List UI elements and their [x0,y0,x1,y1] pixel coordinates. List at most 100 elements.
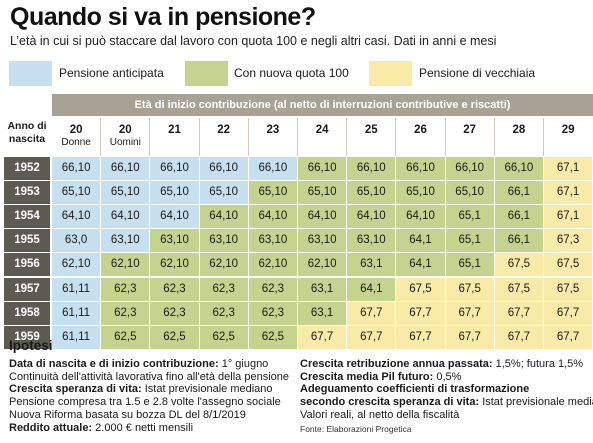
column-header-age: 21 [168,124,181,136]
table-cell: 62,3 [150,301,199,325]
table-cell: 67,5 [445,277,494,301]
table-cell: 62,10 [101,253,150,277]
ipotesi-line-bold: Crescita speranza di vita: [9,383,142,396]
table-cell: 67,7 [396,325,445,349]
table-cell: 66,10 [101,157,150,180]
table-cell: 67,3 [544,229,593,253]
legend-swatch-anticipata [9,61,52,86]
table-cell: 63,10 [347,229,396,253]
table-cell: 64,10 [347,205,396,229]
table-cell: 64,10 [101,205,150,229]
table-cell: 62,5 [101,325,150,349]
row-year-label: 1953 [4,181,50,205]
column-divider [444,118,446,156]
table-cell: 62,10 [150,253,199,277]
column-header: 25 [347,118,396,156]
table-cell: 62,5 [248,325,297,349]
column-header-sub: Donne [61,137,91,148]
table-cell: 67,7 [347,325,396,349]
table-cell: 63,1 [347,253,396,277]
table-cell: 66,10 [52,157,101,180]
table-cell: 67,1 [544,205,593,229]
table-cell: 64,1 [396,253,445,277]
column-header-age: 27 [463,124,477,136]
column-header: 26 [396,118,445,156]
ipotesi-line-bold: Adeguamento coefficienti di trasformazio… [300,383,530,396]
table-cell: 63,1 [298,301,347,325]
ipotesi-line-bold: Data di nascita e di inizio contribuzion… [9,358,219,370]
table-cell: 67,5 [544,277,593,301]
table-cell: 62,3 [101,277,150,301]
table-cell: 63,10 [199,229,248,253]
table-cell: 65,10 [445,181,494,205]
table-cell: 64,10 [396,205,445,229]
ipotesi-line-text: 1° giugno [218,358,269,370]
table-cell: 66,10 [445,157,494,180]
table-cell: 61,11 [52,301,101,325]
table-cell: 61,11 [52,325,101,349]
table-cell: 62,5 [199,325,248,349]
ipotesi-line: Reddito attuale: 2.000 € netti mensili [9,422,193,435]
table-cell: 67,5 [494,277,543,301]
legend-swatch-vecchiaia [369,61,412,86]
legend: Pensione anticipata Con nuova quota 100 … [9,61,593,86]
column-header-age: 20 [118,124,132,136]
column-divider [198,118,200,156]
table-cell: 67,7 [347,301,396,325]
column-header-age: 26 [414,124,427,136]
row-year-label: 1954 [4,205,50,229]
table-cell: 62,10 [199,253,248,277]
ipotesi-line-text: Istat previsionale mediano [482,396,593,409]
table-cell: 67,7 [544,325,593,349]
table-cell: 64,10 [52,205,101,229]
table-cell: 67,7 [544,301,593,325]
ipotesi-line: secondo crescita speranza di vita: Istat… [300,396,593,409]
column-header: 20 Uomini [101,118,150,156]
column-header-age: 28 [512,124,526,136]
ipotesi-line: Pensione compresa tra 1.5 e 2.8 volte l'… [9,396,281,409]
column-divider [346,118,348,156]
table-cell: 65,10 [150,181,199,205]
table-cell: 64,10 [199,205,248,229]
column-header-age: 22 [217,124,231,136]
ipotesi-line-bold: Crescita retribuzione annua passata: [300,358,493,370]
page-title: Quando si va in pensione? [10,3,316,31]
ipotesi-line-text: Continuità dell'attività lavorativa fino… [9,370,289,383]
column-header-age: 24 [315,124,329,136]
table-cell: 63,1 [298,277,347,301]
row-year-label: 1955 [4,229,50,253]
table-cell: 65,10 [347,181,396,205]
page-subtitle: L’età in cui si può staccare dal lavoro … [10,34,497,48]
table-cell: 66,10 [298,157,347,180]
column-divider [493,118,495,156]
column-divider [395,118,397,156]
legend-label-vecchiaia: Pensione di vecchiaia [419,66,536,80]
table-cell: 64,10 [248,205,297,229]
ipotesi-line-text: 1,5%; futura 1,5% [492,358,584,370]
table-cell: 62,3 [101,301,150,325]
ipotesi-line-text: Istat previsionale mediano [141,383,273,396]
row-year-label: 1959 [4,325,50,349]
table-cell: 63,10 [150,229,199,253]
column-header-age: 25 [364,124,378,136]
ipotesi-line: Valori reali, al netto della fiscalità [300,409,459,422]
table-cell: 67,1 [544,181,593,205]
ipotesi-line: Crescita media Pil futuro: 0,5% [300,371,461,384]
table-cell: 67,5 [494,253,543,277]
column-header-age: 20 [69,124,83,136]
table-cell: 62,3 [150,277,199,301]
row-header-label: Anno di nascita [7,120,47,145]
table-cell: 65,10 [199,181,248,205]
ipotesi-line: Continuità dell'attività lavorativa fino… [9,371,289,384]
ipotesi-line-bold: Crescita media Pil futuro: [300,370,434,383]
table-cell: 65,1 [445,229,494,253]
ipotesi-line: Adeguamento coefficienti di trasformazio… [300,383,529,396]
table-cell: 67,7 [494,301,543,325]
table-cell: 65,10 [101,181,150,205]
ipotesi-heading: Ipotesi [9,338,53,353]
table-header-band: Età di inizio contribuzione (al netto di… [52,94,593,116]
table-cell: 64,10 [150,205,199,229]
table-cell: 67,5 [544,253,593,277]
table-cell: 62,10 [248,253,297,277]
table-cell: 65,1 [445,205,494,229]
